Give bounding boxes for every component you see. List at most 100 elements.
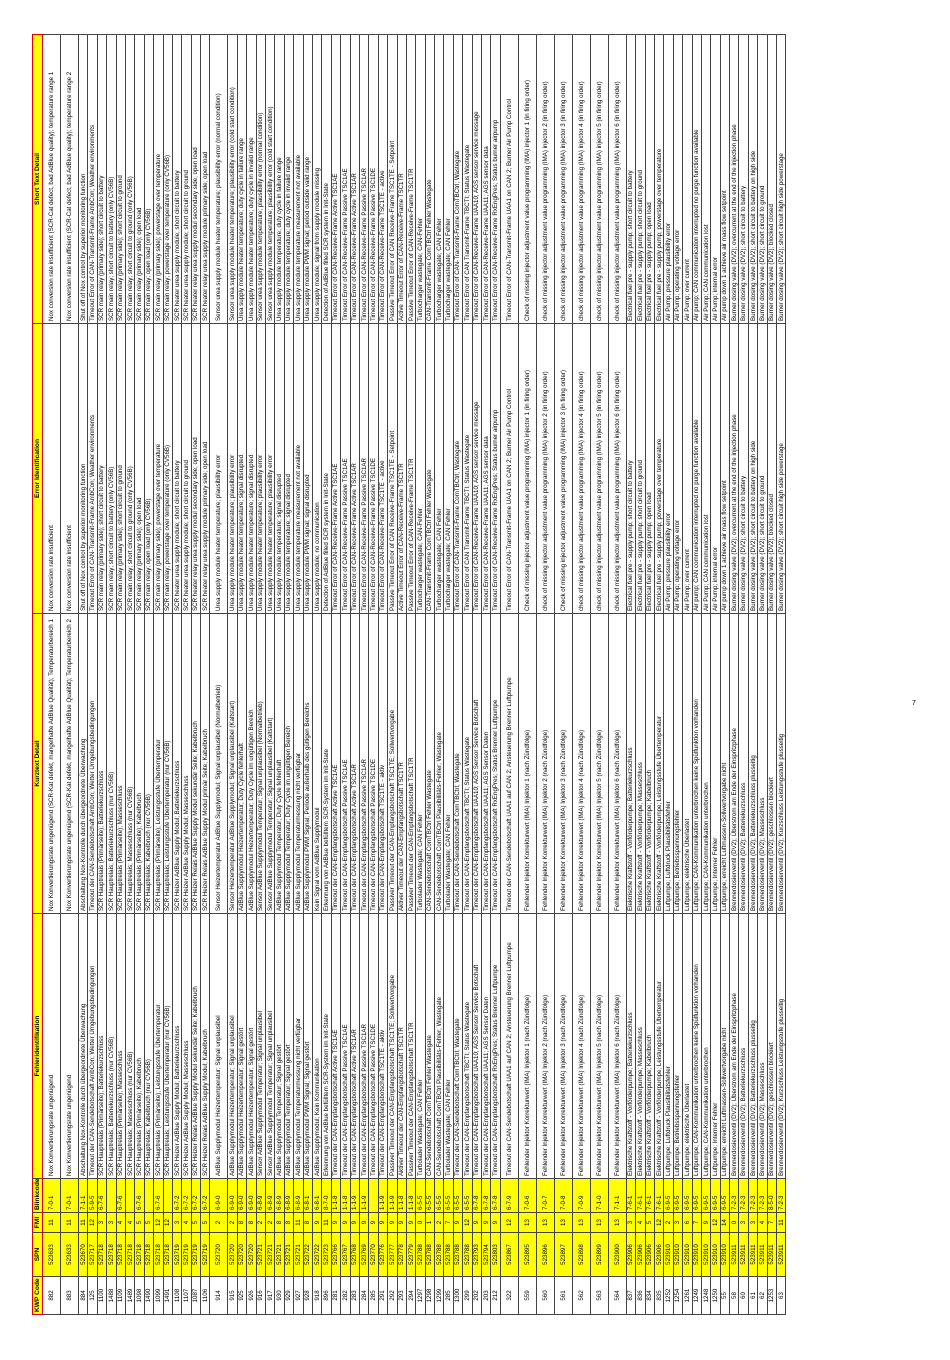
cell-blinkcode: 1-1-8 [331,1178,341,1213]
cell-error-identification: SCR main relay; short circuit to battery… [106,323,117,614]
table-row: 1490 523718 5 SCR Hauptrelais; Kabelbruch (… [144,34,154,1315]
cell-fmi: 13 [518,1212,537,1233]
cell-short-text-detail: Burner dosing valve (DV2); short circuit… [757,34,768,324]
cell-error-identification: Electrical fuel pre - supply pump; open … [645,323,655,614]
cell-spn: 523766 [331,1232,341,1277]
cell-blinkcode: 7-2-3 [748,1178,758,1213]
cell-spn: 523779 [406,1232,416,1277]
cell-short-text-detail: Electrical fuel pre - supply pump; short… [635,34,646,324]
cell-fehleridentifikation: Fehlender Injektor Korrekturwert (IMA) I… [572,913,591,1179]
cell-fehleridentifikation: Timeout der CAN-Sendebotschaft UAA1 auf … [500,913,519,1179]
cell-error-identification: Timeout Error of CAN-Receive-Frame Activ… [350,323,360,614]
cell-blinkcode [368,1178,379,1213]
cell-spn: 523910 [710,1232,721,1277]
cell-spn: 523803 [490,1232,501,1277]
cell-blinkcode: 6-8-9 [265,1178,275,1213]
cell-fmi: 3 [738,1212,749,1233]
cell-kwp-code: 562 [572,1276,591,1315]
cell-kwp-code: 61 [748,1276,758,1315]
table-row: 1254 523910 3 6-9-5 Luftpumpe; Betriebsspann… [673,34,683,1315]
table-row: 299 523788 12 6-5-5 Timeout der CAN-Empfangs… [462,34,473,1315]
table-row: 917 523721 2 6-8-9 Sensor AdBlue Supplymodul… [265,34,275,1315]
cell-error-identification: Urea supply module; no communication [312,323,322,614]
cell-spn: 523906 [654,1232,664,1277]
cell-spn: 523719 [172,1232,182,1277]
cell-fehleridentifikation: CAN-Sendebotschaft ComTBCtrl Plausibilit… [434,913,444,1179]
cell-short-text-detail: Detection of AdBlue filled SCR system in… [321,34,332,324]
cell-fmi: 9 [406,1212,416,1233]
cell-kurztext-detail: Turbolader Wastegate; CAN Fehler [415,613,426,914]
cell-fmi: 9 [368,1212,379,1233]
cell-short-text-detail: Timeout Error of CAN-Receive-Frame RxEng… [490,34,501,324]
cell-fehleridentifikation: Brennerdosierventil (DV2); Batteriekurzs… [748,913,758,1179]
cell-fmi: 9 [397,1212,407,1233]
cell-kwp-code: 1248 [701,1276,711,1315]
cell-error-identification: Shut off of Nox control by superior moni… [78,323,88,614]
cell-kwp-code: 282 [340,1276,351,1315]
table-body: 882 523633 11 7-0-1 Nox Konvertierungsrate u… [42,34,786,1315]
cell-blinkcode: 1-1-8 [406,1178,416,1213]
cell-short-text-detail: SCR main relay (primary side); open load [134,34,145,324]
cell-error-identification: SCR heater relay urea supply modul secon… [191,323,201,614]
cell-blinkcode: 6-8-1 [303,1178,313,1213]
cell-kurztext-detail: Passiver Timeout der CAN-Empfangsbotscha… [387,613,397,914]
cell-spn: 523721 [274,1232,285,1277]
table-row: 563 523899 13 7-1-0 Fehlender Injektor Korre… [590,34,609,1315]
cell-short-text-detail: Timeout Error of CAN-Transmit-Frame ComT… [453,34,463,324]
cell-fmi: 2 [434,1212,444,1233]
cell-fehleridentifikation: Passiver Timeout der CAN-Empfangsbotscha… [387,913,397,1179]
cell-error-identification: SCR heater urea supply module; short cir… [172,323,182,614]
cell-blinkcode [125,1178,135,1213]
cell-kwp-code: 1249 [692,1276,702,1315]
cell-short-text-detail: Burner dosing valve (DV2); short circuit… [738,34,749,324]
cell-kwp-code: 896 [321,1276,332,1315]
cell-kurztext-detail: Timeout der CAN-Empfangsbotschaft Passiv… [340,613,351,914]
cell-error-identification: Timeout Error of CAN-Receive-Frame UAA10… [472,323,482,614]
cell-blinkcode: 6-7-6 [97,1178,107,1213]
cell-kwp-code: 1087 [191,1276,201,1315]
cell-fehleridentifikation: Timeout der CAN-Empfangsbotschaft TBCTI;… [462,913,473,1179]
cell-short-text-detail: Urea supply module temperature measureme… [293,34,304,324]
cell-fmi: 12 [654,1212,664,1233]
cell-kwp-code: 836 [635,1276,646,1315]
cell-spn: 523911 [767,1232,777,1277]
cell-error-identification: SCR heater urea supply module; short cir… [181,323,192,614]
cell-kwp-code: 1250 [710,1276,721,1315]
cell-fehleridentifikation: AdBlue Supplymodul PWM Signal; Signal ge… [303,913,313,1179]
cell-blinkcode: 6-9-0 [237,1178,247,1213]
cell-spn: 523670 [78,1232,88,1277]
table-row: 927 523721 11 6-8-9 AdBlue Supplymodul Tempe… [293,34,304,1315]
cell-error-identification: Urea supply module heater temperature; s… [237,323,247,614]
cell-short-text-detail: Urea supply module; signal from supply m… [312,34,322,324]
error-code-table: KWP Code SPN FMI Blinkcode Fehleridentif… [32,34,786,1315]
cell-spn: 523718 [144,1232,154,1277]
cell-kwp-code: 1298 [425,1276,435,1315]
table-row: 918 523722 9 6-8-1 AdBlue Supplymodul; Kein … [312,34,322,1315]
table-row: 564 523900 13 7-1-1 Fehlender Injektor Korre… [608,34,627,1315]
cell-kurztext-detail: Abschaltung Nox-Kontrolle durch übergeor… [78,613,88,914]
cell-short-text-detail: SCR main relay; short circuit to ground … [125,34,135,324]
cell-fehleridentifikation: Elektrische Kraftstoff - Vorförderpumpe;… [654,913,664,1179]
cell-kwp-code: 1106 [200,1276,210,1315]
cell-short-text-detail: Turbocharger wastegate; CAN Fehler [434,34,444,324]
cell-fehleridentifikation: Brennerdosierventil (DV2); Kurzschluss L… [776,913,786,1179]
cell-error-identification: Burner dosing valve (DV2); short circuit… [776,323,786,614]
cell-short-text-detail: check of missing injector adjustment val… [554,34,573,324]
cell-short-text-detail: Sensor urea supply module temperature; p… [256,34,266,324]
cell-short-text-detail: SCR heater relay urea supply modul secon… [191,34,201,324]
cell-fehleridentifikation: Fehlender Injektor Korrekturwert (IMA) I… [536,913,555,1179]
table-row: 928 523722 8 6-8-1 AdBlue Supplymodul PWM Si… [303,34,313,1315]
table-row: 1249 523910 7 6-9-5 Luftpumpe; CAN-Kommunika… [692,34,702,1315]
cell-blinkcode: 5-9-5 [87,1178,98,1213]
header-spn: SPN [32,1232,43,1277]
cell-blinkcode: 6-5-5 [415,1178,426,1213]
table-row: 1087 523719 5 6-7-2 SCR Heizer Relais AdBlue… [191,34,201,1315]
cell-kwp-code: 884 [78,1276,88,1315]
cell-fehleridentifikation: Fehlender Injektor Korrekturwert (IMA) I… [590,913,609,1179]
cell-fehleridentifikation: CAN-Sendebotschaft ComTBCtrl Fehler Wast… [425,913,435,1179]
cell-blinkcode: 6-8-9 [256,1178,266,1213]
cell-kwp-code: 1491 [163,1276,173,1315]
cell-spn: 523911 [729,1232,739,1277]
cell-fmi: 14 [720,1212,730,1233]
header-kurztext-detail: Kurztext Detail [32,613,43,914]
